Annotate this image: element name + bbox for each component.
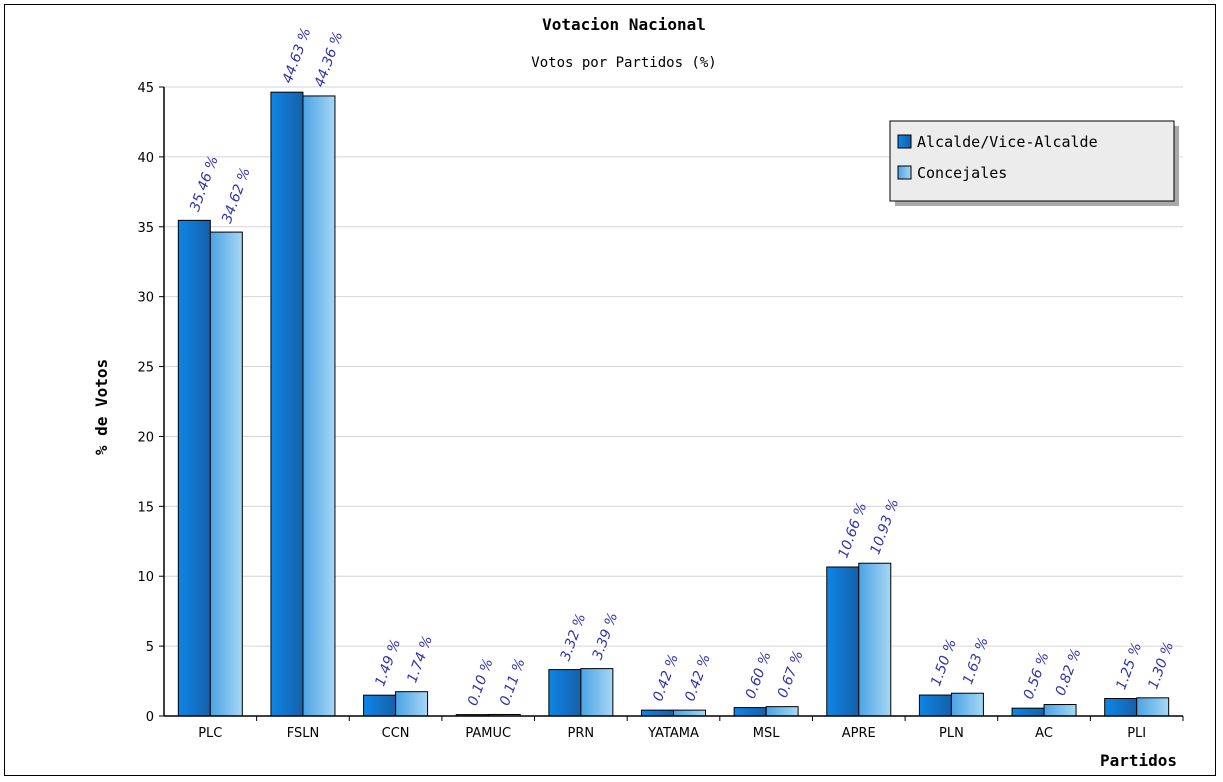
data-label: 0.42 % — [682, 652, 714, 703]
y-axis-label: % de Votos — [92, 359, 111, 455]
y-tick-label: 45 — [137, 81, 154, 96]
legend-label: Alcalde/Vice-Alcalde — [917, 133, 1098, 151]
x-tick-label: CCN — [382, 726, 410, 741]
x-tick-label: AC — [1035, 726, 1053, 741]
legend: Alcalde/Vice-Alcalde Concejales — [889, 120, 1179, 206]
chart-subtitle: Votos por Partidos (%) — [531, 55, 716, 71]
bar-concejales — [1043, 704, 1077, 717]
data-label: 3.39 % — [590, 611, 622, 662]
bar-concejales — [858, 562, 892, 717]
y-tick-label: 15 — [137, 500, 154, 515]
data-label: 1.49 % — [372, 637, 404, 688]
legend-label: Concejales — [917, 164, 1007, 182]
bar-alcalde — [363, 694, 397, 717]
bar-concejales — [302, 95, 336, 717]
bar-alcalde — [918, 694, 952, 717]
y-tick-label: 40 — [137, 151, 154, 166]
legend-box — [889, 120, 1175, 202]
data-label: 1.50 % — [928, 637, 960, 688]
y-tick-label: 25 — [137, 361, 154, 376]
y-tick-label: 5 — [146, 640, 154, 655]
y-tick-label: 20 — [137, 430, 154, 445]
data-label: 10.66 % — [835, 501, 870, 561]
legend-swatch — [897, 165, 912, 180]
bar-alcalde — [733, 707, 767, 717]
data-label: 1.63 % — [960, 635, 992, 686]
data-label: 0.67 % — [775, 649, 807, 700]
x-tick-label: MSL — [753, 726, 780, 741]
y-tick-label: 0 — [146, 710, 154, 725]
legend-swatch — [897, 134, 912, 149]
bar-alcalde — [641, 709, 674, 717]
data-label: 1.74 % — [404, 634, 436, 685]
data-label: 44.63 % — [280, 26, 315, 86]
x-tick-label: PLC — [198, 726, 222, 741]
bars — [177, 91, 1170, 717]
chart-frame: Votacion Nacional Votos por Partidos (%)… — [4, 4, 1216, 776]
bar-concejales — [209, 231, 243, 717]
data-label: 3.32 % — [558, 612, 590, 663]
data-label: 44.36 % — [312, 29, 347, 89]
bar-alcalde — [548, 669, 582, 717]
y-tick-label: 10 — [137, 570, 154, 585]
x-tick-label: PAMUC — [465, 726, 511, 741]
x-tick-label: PRN — [568, 726, 595, 741]
chart-title: Votacion Nacional — [542, 15, 706, 34]
data-label: 1.25 % — [1113, 640, 1145, 691]
bar-concejales — [1136, 697, 1170, 717]
data-label: 34.62 % — [219, 166, 254, 226]
bar-concejales — [765, 706, 799, 717]
bar-concejales — [395, 691, 429, 717]
bar-alcalde — [1104, 698, 1138, 717]
x-tick-label: YATAMA — [647, 726, 699, 741]
x-axis-label: Partidos — [1100, 751, 1177, 770]
x-tick-label: APRE — [842, 726, 876, 741]
bar-concejales — [580, 668, 614, 717]
y-tick-label: 35 — [137, 221, 154, 236]
data-label: 0.42 % — [650, 652, 682, 703]
bar-alcalde — [1011, 707, 1045, 717]
bar-alcalde — [826, 566, 860, 717]
data-label: 0.82 % — [1053, 646, 1085, 697]
x-tick-label: PLI — [1127, 726, 1146, 741]
x-tick-label: FSLN — [287, 726, 319, 741]
bar-chart: Votacion Nacional Votos por Partidos (%)… — [92, 15, 1184, 770]
y-tick-label: 30 — [137, 291, 154, 306]
bar-alcalde — [270, 91, 304, 717]
data-label: 0.56 % — [1021, 650, 1053, 701]
data-label: 1.30 % — [1145, 640, 1177, 691]
x-tick-label: PLN — [939, 726, 964, 741]
data-label: 0.11 % — [497, 656, 529, 707]
data-label: 0.60 % — [743, 650, 775, 701]
axes: 0 5 10 15 20 25 30 35 40 45 PLC FSLN CCN PAMUC PRN YATA… — [137, 81, 1184, 741]
bar-concejales — [950, 692, 984, 717]
data-label: 10.93 % — [867, 497, 902, 557]
bar-concejales — [673, 709, 706, 717]
bar-alcalde — [177, 219, 211, 717]
data-label: 35.46 % — [187, 154, 222, 214]
data-label: 0.10 % — [465, 657, 497, 708]
